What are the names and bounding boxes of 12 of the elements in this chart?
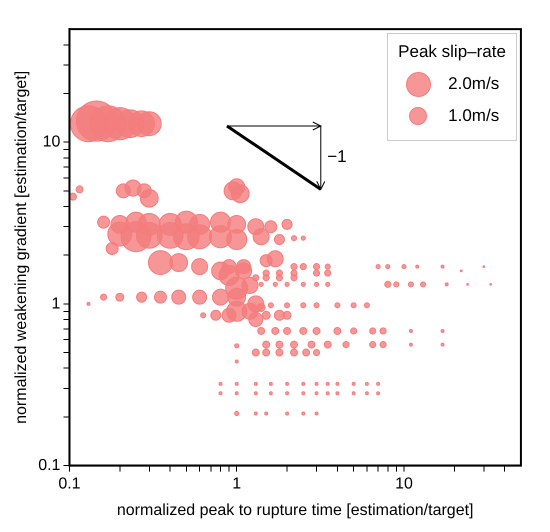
x-tick-label: 10: [395, 476, 413, 493]
y-tick-label: 0.1: [38, 457, 61, 474]
x-axis-title: normalized peak to rupture time [estimation/target]: [116, 502, 474, 519]
x-tick-label: 1: [232, 476, 242, 493]
annotation: −1: [327, 147, 347, 168]
y-tick-label: 10: [42, 134, 61, 151]
y-tick-label: 1: [52, 295, 61, 312]
legend-label: 2.0m/s: [448, 74, 500, 94]
legend-title: Peak slip–rate: [398, 42, 506, 62]
x-tick-label: 0.1: [58, 476, 81, 493]
y-axis-title: normalized weakening gradient [estimation/target]: [13, 70, 30, 424]
legend-label: 1.0m/s: [448, 106, 500, 126]
